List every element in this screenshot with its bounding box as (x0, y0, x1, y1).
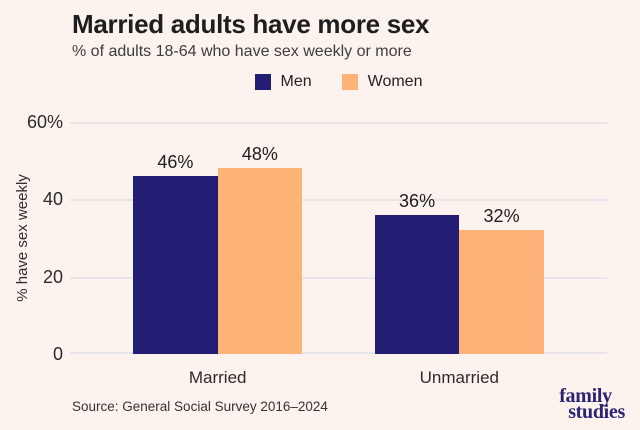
gridline-40 (70, 199, 607, 202)
value-label-men-married: 46% (157, 152, 194, 173)
gridline-60 (70, 122, 607, 124)
x-category-label-married: Married (188, 368, 247, 387)
gridline-20 (70, 276, 607, 279)
logo-line-1: family (559, 385, 612, 407)
legend-item-men: Men (254, 73, 312, 91)
bar-women-unmarried (459, 230, 544, 354)
value-label-men-unmarried: 36% (399, 190, 436, 211)
legend-label-women: Women (367, 73, 423, 90)
legend-swatch-women (341, 74, 358, 90)
legend: Men Women (70, 73, 607, 91)
legend-label-men: Men (280, 73, 312, 90)
chart-title: Married adults have more sex (72, 9, 430, 39)
y-tick-label-60: 60% (26, 112, 63, 132)
plot-area: 46% 48% 36% 32% (70, 122, 607, 354)
bar-men-unmarried (374, 214, 460, 354)
bar-women-married (217, 168, 303, 354)
y-tick-label-40: 40 (42, 189, 63, 210)
y-tick-label-20: 20 (42, 266, 63, 287)
bar-men-married (133, 176, 218, 354)
gridline-0 (70, 352, 607, 354)
value-label-women-married: 48% (241, 144, 278, 165)
family-studies-logo: family studies (559, 385, 625, 423)
legend-swatch-men (254, 74, 271, 90)
y-tick-label-0: 0 (52, 344, 63, 364)
chart-subtitle: % of adults 18-64 who have sex weekly or… (72, 43, 412, 60)
legend-item-women: Women (341, 73, 423, 91)
value-label-women-unmarried: 32% (483, 206, 520, 227)
source-note: Source: General Social Survey 2016–2024 (72, 399, 328, 414)
x-category-label-unmarried: Unmarried (419, 368, 499, 387)
logo-line-2: studies (568, 401, 625, 423)
